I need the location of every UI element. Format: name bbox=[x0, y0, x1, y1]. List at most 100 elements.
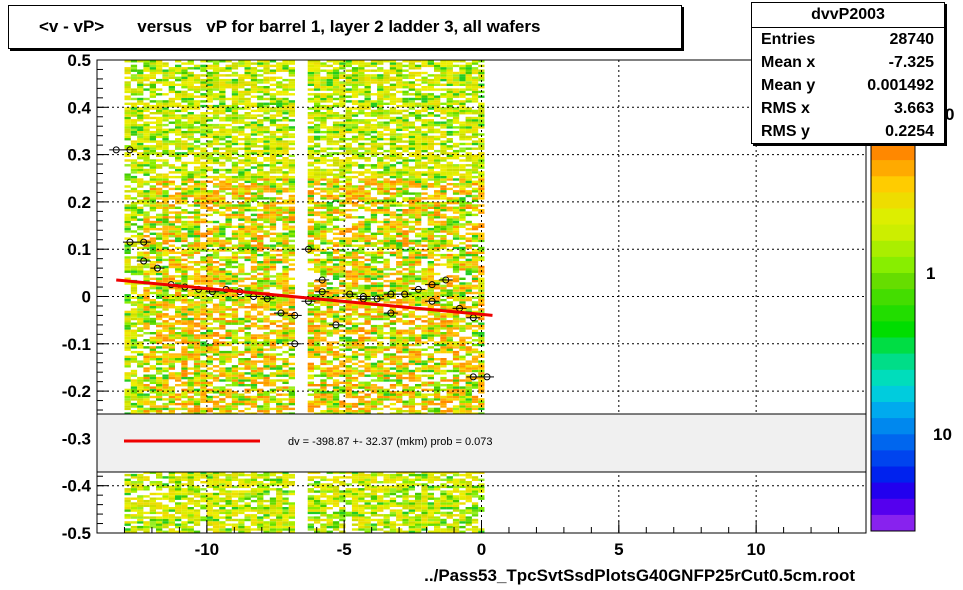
heat-cell bbox=[244, 284, 251, 288]
heat-cell bbox=[175, 145, 182, 148]
heat-cell bbox=[257, 263, 264, 266]
heat-cell bbox=[193, 145, 201, 148]
heat-cell bbox=[181, 171, 188, 174]
heat-cell bbox=[143, 388, 150, 392]
heat-cell bbox=[269, 348, 277, 351]
heat-cell bbox=[276, 483, 283, 486]
heat-cell bbox=[250, 126, 258, 129]
heat-cell bbox=[263, 263, 270, 266]
heat-cell bbox=[282, 332, 289, 335]
heat-cell bbox=[181, 135, 188, 139]
heat-cell bbox=[219, 516, 226, 519]
heat-cell bbox=[156, 471, 163, 474]
heat-cell bbox=[181, 253, 188, 257]
heat-cell bbox=[175, 275, 182, 278]
heat-cell bbox=[137, 407, 144, 411]
heat-cell bbox=[225, 514, 232, 517]
heat-cell bbox=[143, 123, 150, 127]
heat-cell bbox=[282, 336, 289, 340]
heat-cell bbox=[282, 178, 289, 181]
heat-cell bbox=[276, 197, 283, 200]
heat-cell bbox=[263, 90, 270, 94]
heat-cell bbox=[332, 244, 340, 247]
heat-cell bbox=[130, 483, 138, 486]
heat-cell bbox=[212, 509, 220, 512]
heat-cell bbox=[225, 119, 232, 122]
heat-cell bbox=[200, 360, 207, 363]
heat-cell bbox=[124, 372, 131, 375]
heat-cell bbox=[276, 329, 283, 332]
heat-cell bbox=[250, 74, 258, 77]
heat-cell bbox=[219, 313, 226, 316]
heat-cell bbox=[162, 369, 169, 373]
heat-cell bbox=[149, 90, 156, 94]
heat-cell bbox=[175, 104, 182, 108]
heat-cell bbox=[250, 178, 258, 181]
heat-cell bbox=[250, 104, 258, 108]
heat-cell bbox=[314, 86, 321, 89]
heat-cell bbox=[162, 239, 169, 243]
heat-cell bbox=[206, 473, 213, 477]
heat-cell bbox=[212, 130, 220, 134]
heat-cell bbox=[219, 360, 226, 363]
heat-cell bbox=[149, 341, 156, 344]
heat-cell bbox=[307, 100, 314, 103]
heat-cell bbox=[181, 530, 188, 533]
heat-cell bbox=[200, 244, 207, 247]
heat-cell bbox=[231, 471, 239, 474]
heat-cell bbox=[212, 95, 220, 98]
heat-cell bbox=[307, 251, 314, 254]
heat-cell bbox=[326, 270, 333, 273]
heat-cell bbox=[282, 379, 289, 382]
heat-cell bbox=[288, 504, 295, 507]
heat-cell bbox=[257, 173, 264, 176]
heat-cell bbox=[137, 386, 144, 389]
heat-cell bbox=[206, 270, 213, 273]
heat-cell bbox=[193, 199, 201, 202]
heat-cell bbox=[269, 296, 277, 299]
heat-cell bbox=[263, 471, 270, 474]
heat-cell bbox=[219, 294, 226, 297]
heat-cell bbox=[244, 509, 251, 512]
heat-cell bbox=[219, 388, 226, 392]
heat-cell bbox=[231, 225, 239, 228]
heat-cell bbox=[276, 332, 283, 335]
heat-cell bbox=[231, 277, 239, 280]
heat-cell bbox=[212, 157, 220, 160]
heat-cell bbox=[206, 481, 213, 484]
heat-cell bbox=[149, 239, 156, 243]
heat-cell bbox=[193, 308, 201, 311]
heat-cell bbox=[181, 270, 188, 273]
heat-cell bbox=[225, 249, 232, 252]
heat-cell bbox=[212, 197, 220, 200]
heat-cell bbox=[212, 133, 220, 136]
heat-cell bbox=[149, 159, 156, 162]
heat-cell bbox=[307, 313, 314, 316]
heat-cell bbox=[244, 379, 251, 382]
heat-cell bbox=[339, 471, 346, 474]
heat-cell bbox=[326, 239, 333, 243]
heat-cell bbox=[269, 187, 277, 191]
heat-cell bbox=[200, 180, 207, 183]
heat-cell bbox=[206, 507, 213, 510]
heat-cell bbox=[149, 130, 156, 134]
heat-cell bbox=[143, 270, 150, 273]
heat-cell bbox=[181, 471, 188, 474]
heat-cell bbox=[263, 303, 270, 306]
heat-cell bbox=[143, 402, 150, 406]
heat-cell bbox=[124, 206, 131, 209]
heat-cell bbox=[168, 374, 175, 377]
heat-cell bbox=[137, 251, 144, 254]
heat-cell bbox=[187, 339, 194, 342]
heat-cell bbox=[175, 384, 182, 387]
heat-cell bbox=[339, 279, 346, 283]
heat-cell bbox=[288, 147, 295, 150]
heat-cell bbox=[149, 256, 156, 259]
heat-cell bbox=[193, 348, 201, 351]
heat-cell bbox=[257, 525, 264, 529]
heat-cell bbox=[257, 298, 264, 302]
heat-cell bbox=[212, 518, 220, 522]
heat-cell bbox=[238, 490, 245, 493]
heat-cell bbox=[307, 71, 314, 75]
heat-cell bbox=[187, 147, 194, 150]
